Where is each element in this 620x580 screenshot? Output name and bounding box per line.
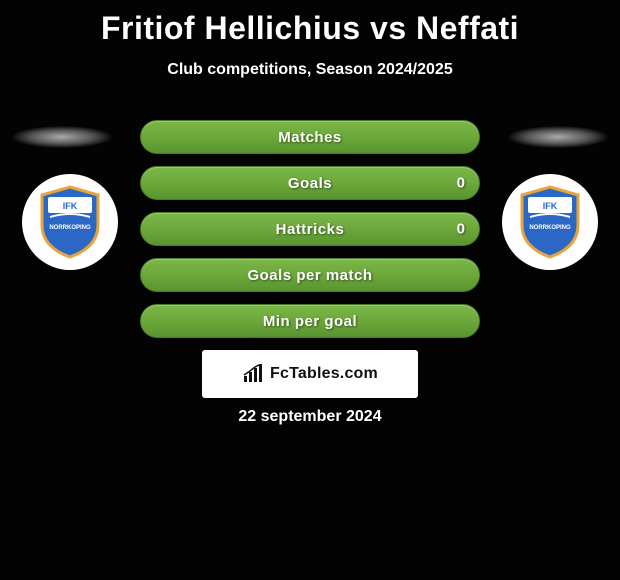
shield-icon: IFK NORRKOPING (518, 185, 582, 259)
player-shadow-right (508, 126, 608, 148)
stat-value-right: 0 (457, 175, 465, 192)
stat-value-right: 0 (457, 221, 465, 238)
page-subtitle: Club competitions, Season 2024/2025 (0, 61, 620, 79)
svg-text:NORRKOPING: NORRKOPING (529, 225, 571, 231)
svg-text:IFK: IFK (63, 201, 78, 211)
bar-chart-icon (242, 364, 266, 384)
stat-bar: Goals per match (140, 258, 480, 292)
player-shadow-left (12, 126, 112, 148)
shield-icon: IFK NORRKOPING (38, 185, 102, 259)
club-crest-right: IFK NORRKOPING (502, 174, 598, 270)
page-title: Fritiof Hellichius vs Neffati (0, 0, 620, 47)
source-logo-card: FcTables.com (202, 350, 418, 398)
stat-label: Goals (288, 175, 332, 192)
svg-text:IFK: IFK (543, 201, 558, 211)
svg-text:NORRKOPING: NORRKOPING (49, 225, 91, 231)
stat-bar: Hattricks 0 (140, 212, 480, 246)
stats-bars: Matches Goals 0 Hattricks 0 Goals per ma… (140, 120, 480, 350)
stat-label: Min per goal (263, 313, 357, 330)
stat-label: Hattricks (276, 221, 345, 238)
stat-bar: Matches (140, 120, 480, 154)
stat-bar: Min per goal (140, 304, 480, 338)
source-logo-text: FcTables.com (270, 365, 378, 383)
stat-label: Goals per match (247, 267, 372, 284)
stat-label: Matches (278, 129, 342, 146)
club-crest-left: IFK NORRKOPING (22, 174, 118, 270)
footer-date: 22 september 2024 (0, 408, 620, 426)
stat-bar: Goals 0 (140, 166, 480, 200)
